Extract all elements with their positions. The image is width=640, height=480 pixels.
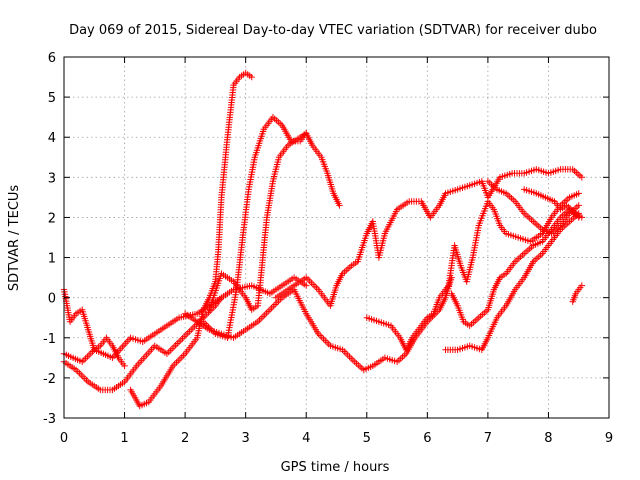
series-track-14: [569, 282, 585, 305]
y-tick-label: -2: [43, 372, 56, 387]
y-tick-label: 4: [48, 131, 56, 146]
y-tick-label: 1: [48, 252, 56, 267]
x-tick-label: 3: [242, 431, 250, 446]
x-tick-label: 9: [605, 431, 613, 446]
series-track-12: [484, 178, 582, 237]
marker-plus-track-11: [448, 206, 582, 329]
series-track-10: [442, 210, 582, 353]
x-tick-label: 2: [181, 431, 189, 446]
marker-plus-track-9: [363, 190, 582, 353]
marker-plus-track-8: [272, 166, 585, 309]
series-track-13: [521, 186, 585, 221]
x-tick-label: 8: [544, 431, 552, 446]
x-tick-label: 6: [423, 431, 431, 446]
data-points: [60, 69, 585, 410]
x-tick-label: 7: [484, 431, 492, 446]
marker-plus-track-4: [127, 69, 255, 410]
y-tick-labels: -3 -2 -1 0 1 2 3 4 5 6: [43, 51, 56, 427]
marker-plus-track-12: [484, 178, 582, 237]
series-track-6: [206, 130, 310, 313]
y-axis-label: SDTVAR / TECUs: [7, 185, 22, 292]
marker-plus-track-10: [442, 210, 582, 353]
y-tick-label: -3: [43, 412, 56, 427]
plot-area: [63, 56, 610, 419]
grid-lines: [64, 57, 609, 418]
y-tick-label: 0: [48, 292, 56, 307]
marker-plus-track-14: [569, 282, 585, 305]
chart-title: Day 069 of 2015, Sidereal Day-to-day VTE…: [69, 23, 597, 38]
x-axis-label: GPS time / hours: [281, 460, 390, 475]
x-tick-label: 4: [302, 431, 310, 446]
axis-ticks: [63, 56, 610, 419]
x-tick-label: 1: [120, 431, 128, 446]
y-tick-label: 2: [48, 211, 56, 226]
y-tick-label: 3: [48, 171, 56, 186]
marker-plus-track-13: [521, 186, 585, 221]
x-tick-labels: 0 1 2 3 4 5 6 7 8 9: [60, 431, 613, 446]
marker-plus-track-6: [206, 130, 310, 313]
series-track-4: [127, 69, 255, 410]
x-tick-label: 0: [60, 431, 68, 446]
series-track-8: [272, 166, 585, 309]
y-tick-label: -1: [43, 332, 56, 347]
series-track-11: [448, 206, 582, 329]
y-tick-label: 5: [48, 91, 56, 106]
y-tick-label: 6: [48, 51, 56, 66]
series-track-9: [363, 190, 582, 353]
x-tick-label: 5: [363, 431, 371, 446]
